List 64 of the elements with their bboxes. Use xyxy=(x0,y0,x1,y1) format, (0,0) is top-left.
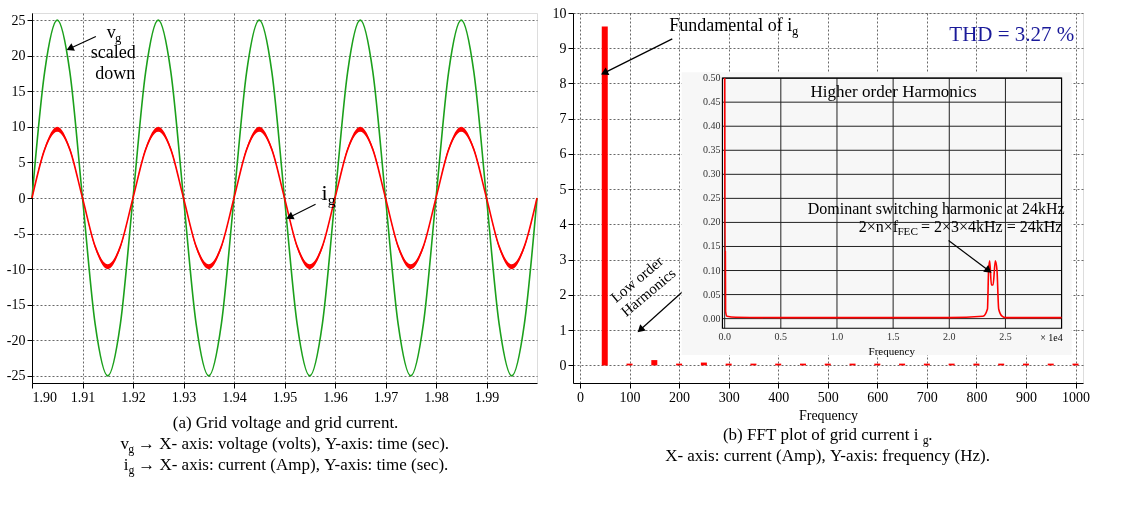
x-tick-label: 1.94 xyxy=(222,389,247,405)
x-tick-label: 500 xyxy=(817,389,839,405)
x-axis-title: Frequency xyxy=(798,407,859,423)
x-tick-label: 200 xyxy=(669,389,691,405)
y-tick-label: 0.00 xyxy=(702,312,721,324)
y-tick-label: 0.40 xyxy=(702,120,721,132)
y-tick-label: 10 xyxy=(552,5,567,21)
x-tick-label: 1.96 xyxy=(323,389,348,405)
y-tick-label: 0.35 xyxy=(702,144,721,156)
annotation: THD = 3.27 % xyxy=(949,22,1075,46)
annotation: × 1e4 xyxy=(1040,332,1063,344)
y-tick-label: 0.45 xyxy=(702,96,721,108)
x-tick-label: 1.90 xyxy=(32,389,57,405)
y-tick-label: 8 xyxy=(559,75,567,91)
y-tick-label: -20 xyxy=(6,332,26,348)
y-tick-label: 9 xyxy=(559,40,567,56)
x-tick-label: 2.0 xyxy=(943,331,956,343)
y-tick-label: 0.10 xyxy=(702,264,721,276)
x-tick-label: 800 xyxy=(966,389,988,405)
x-tick-label: 300 xyxy=(718,389,740,405)
y-tick-label: 6 xyxy=(559,146,567,162)
y-tick-label: -25 xyxy=(6,368,26,384)
y-tick-label: -10 xyxy=(6,261,26,277)
y-tick-label: 0.20 xyxy=(702,216,721,228)
x-tick-label: 600 xyxy=(867,389,889,405)
x-tick-label: 1.98 xyxy=(424,389,449,405)
y-tick-label: 0.15 xyxy=(702,240,721,252)
y-tick-label: -15 xyxy=(6,297,26,313)
y-tick-label: 0.50 xyxy=(702,72,721,84)
y-tick-label: 4 xyxy=(559,216,567,232)
x-tick-label: 0 xyxy=(576,389,584,405)
y-tick-label: 0.30 xyxy=(702,168,721,180)
y-tick-label: 1 xyxy=(559,322,567,338)
y-tick-label: 0 xyxy=(18,190,26,206)
x-tick-label: 700 xyxy=(916,389,938,405)
x-tick-label: 2.5 xyxy=(999,331,1012,343)
y-tick-label: 3 xyxy=(559,252,567,268)
y-tick-label: 5 xyxy=(559,181,567,197)
x-tick-label: 1.97 xyxy=(373,389,399,405)
y-tick-label: 25 xyxy=(11,12,26,28)
y-tick-label: 20 xyxy=(11,48,26,64)
y-tick-label: 2 xyxy=(559,287,567,303)
x-tick-label: 1.99 xyxy=(474,389,500,405)
y-tick-label: 0.25 xyxy=(702,192,721,204)
y-tick-label: -5 xyxy=(13,226,26,242)
y-tick-label: 5 xyxy=(18,154,26,170)
x-tick-label: 1.92 xyxy=(121,389,146,405)
x-tick-label: 100 xyxy=(619,389,641,405)
y-tick-label: 0 xyxy=(559,357,567,373)
x-tick-label: 900 xyxy=(1015,389,1037,405)
x-tick-label: 1.5 xyxy=(886,331,900,343)
x-tick-label: 1.91 xyxy=(70,389,96,405)
y-tick-label: 10 xyxy=(11,119,26,135)
y-tick-label: 7 xyxy=(559,111,567,127)
x-tick-label: 0.5 xyxy=(774,331,788,343)
x-tick-label: 1.95 xyxy=(272,389,298,405)
x-tick-label: 1.0 xyxy=(830,331,844,343)
x-axis-title: Frequency xyxy=(868,345,916,358)
x-tick-label: 400 xyxy=(768,389,790,405)
x-tick-label: 1.93 xyxy=(171,389,197,405)
y-tick-label: 15 xyxy=(11,83,26,99)
x-tick-label: 1000 xyxy=(1062,389,1091,405)
y-tick-label: 0.05 xyxy=(702,288,721,300)
x-tick-label: 0.0 xyxy=(718,331,731,343)
